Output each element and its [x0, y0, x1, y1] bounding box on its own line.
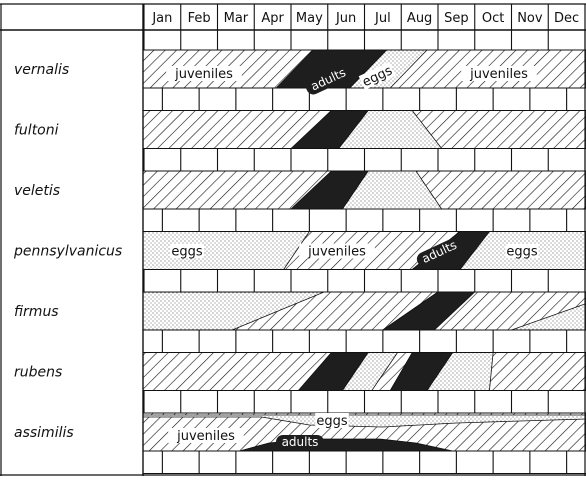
calendar-grid: [0, 29, 586, 476]
label-pill-bg: [276, 435, 324, 450]
month-label: May: [296, 11, 323, 26]
label-backdrop: [170, 243, 204, 259]
stage-label: adults: [282, 435, 319, 449]
month-header: Jan Feb Mar Apr May Jun Jul Aug Sep Oct Nov Dec: [0, 0, 586, 31]
stage-labels: juveniles adults eggs juveniles eggs juvenile…: [166, 62, 539, 450]
month-label: Jan: [151, 11, 172, 26]
species-label: pennsylvanicus: [13, 244, 122, 260]
eggs-band: [142, 414, 586, 428]
month-label: Sep: [444, 11, 469, 26]
label-backdrop: [315, 413, 349, 428]
month-label: Oct: [482, 11, 504, 26]
species-label: firmus: [14, 304, 59, 320]
species-label: vernalis: [14, 62, 69, 78]
month-label: Feb: [188, 11, 211, 26]
species-label: rubens: [14, 365, 62, 381]
label-backdrop: [461, 66, 537, 81]
month-label: Dec: [554, 11, 579, 26]
month-label: Aug: [407, 11, 432, 26]
label-backdrop: [166, 66, 242, 81]
species-label: assimilis: [14, 425, 74, 441]
species-labels: vernalis fultoni veletis pennsylvanicus firm…: [13, 62, 122, 441]
stage-label: eggs: [171, 245, 203, 260]
month-label: Apr: [261, 11, 284, 26]
stage-label: juveniles: [307, 245, 366, 260]
label-backdrop: [299, 243, 375, 259]
stage-label: eggs: [316, 414, 348, 429]
label-pill-bg: [305, 65, 352, 95]
month-label: Jun: [335, 11, 356, 26]
month-label: Jul: [374, 11, 391, 26]
species-label: veletis: [14, 183, 60, 199]
stage-label: juveniles: [469, 67, 528, 82]
label-backdrop: [505, 243, 539, 259]
stage-label-pill: adults: [276, 435, 324, 450]
month-label: Nov: [517, 11, 543, 26]
stage-label: juveniles: [174, 67, 233, 82]
label-backdrop: [168, 428, 244, 443]
label-pill-bg: [416, 237, 463, 267]
month-label: Mar: [224, 11, 249, 26]
label-backdrop: [358, 62, 396, 90]
species-label: fultoni: [14, 123, 59, 139]
header-band: [0, 0, 586, 30]
stage-label: juveniles: [176, 429, 235, 444]
stage-label: eggs: [506, 245, 538, 260]
